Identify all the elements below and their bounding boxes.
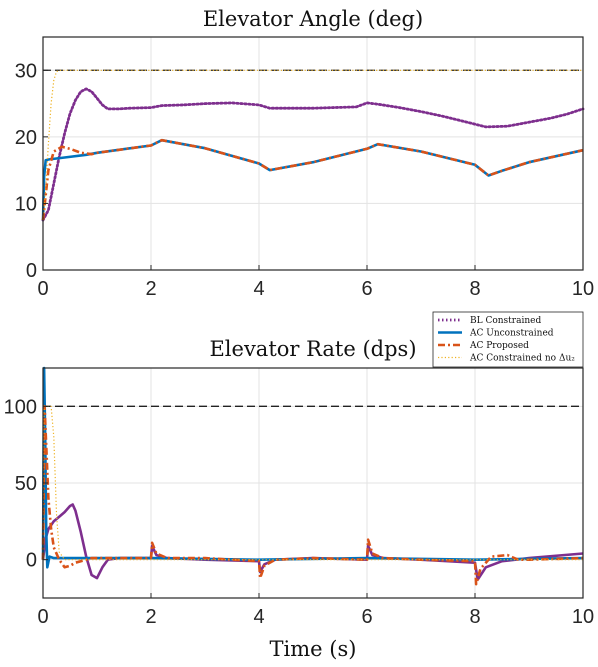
rate-x-tick-label: 2	[145, 606, 156, 628]
rate-x-tick-label: 10	[572, 606, 594, 628]
legend-label: AC Unconstrained	[469, 329, 554, 339]
legend-label: AC Constrained no Δu₂	[469, 354, 575, 364]
angle-x-tick-label: 6	[361, 278, 372, 300]
legend-label: AC Proposed	[469, 341, 529, 351]
rate-y-tick-label: 100	[4, 396, 37, 418]
rate-series-3-line	[41, 405, 584, 586]
rate-y-tick-label: 0	[26, 550, 37, 572]
angle-x-tick-label: 4	[253, 278, 264, 300]
rate-chart-title: Elevator Rate (dps)	[209, 337, 416, 361]
angle-series-4-line	[42, 69, 583, 221]
angle-series	[41, 69, 585, 222]
angle-y-tick-label: 0	[26, 260, 37, 282]
angle-series-3-line	[41, 138, 584, 221]
angle-x-tick-label: 2	[145, 278, 156, 300]
angle-x-tick-label: 10	[572, 278, 594, 300]
legend-label: BL Constrained	[470, 316, 541, 326]
rate-series-4-line	[42, 405, 583, 561]
angle-x-tick-label: 0	[37, 278, 48, 300]
angle-chart-title: Elevator Angle (deg)	[203, 7, 423, 31]
rate-x-tick-label: 4	[253, 606, 264, 628]
rate-x-tick-label: 8	[469, 606, 480, 628]
rate-y-tick-label: 50	[15, 473, 37, 495]
angle-y-tick-label: 30	[15, 60, 37, 82]
x-axis-label: Time (s)	[270, 637, 357, 661]
angle-plot-frame	[42, 36, 584, 271]
angle-panel: Elevator Angle (deg) 0 2 4 6 8 10 0 10 20 30	[15, 7, 594, 300]
legend: BL Constrained AC Unconstrained AC Propose…	[432, 311, 584, 368]
angle-series-1-line	[41, 87, 585, 222]
rate-x-tick-label: 0	[37, 606, 48, 628]
angle-ticks: 0 2 4 6 8 10 0 10 20 30	[15, 60, 594, 300]
rate-x-tick-label: 6	[361, 606, 372, 628]
angle-y-tick-label: 10	[15, 193, 37, 215]
rate-series	[41, 366, 584, 586]
angle-y-tick-label: 20	[15, 127, 37, 149]
angle-x-tick-label: 8	[469, 278, 480, 300]
